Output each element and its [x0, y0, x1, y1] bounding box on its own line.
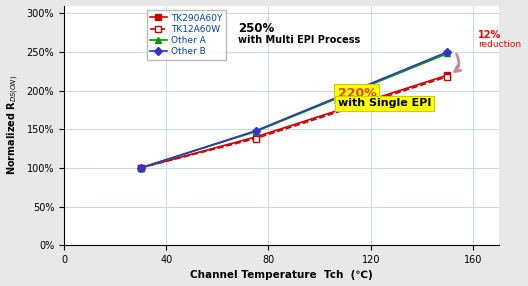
Other A [252, 130, 259, 133]
Text: with Single EPI: with Single EPI [337, 98, 431, 108]
Legend: TK290A60Y, TK12A60W, Other A, Other B: TK290A60Y, TK12A60W, Other A, Other B [147, 10, 226, 60]
TK290A60Y [252, 135, 259, 139]
Other B [137, 166, 144, 170]
Other B [252, 129, 259, 132]
Line: TK12A60W: TK12A60W [138, 74, 450, 171]
TK12A60W [252, 137, 259, 140]
TK290A60Y [444, 74, 450, 77]
Other A [444, 52, 450, 55]
Text: reduction: reduction [478, 41, 521, 49]
TK290A60Y [137, 166, 144, 170]
Y-axis label: Normalized R$_{DS(ON)}$: Normalized R$_{DS(ON)}$ [6, 75, 21, 175]
Text: 220%: 220% [337, 87, 376, 100]
Text: 12%: 12% [478, 30, 502, 40]
Text: with Multi EPI Process: with Multi EPI Process [238, 35, 360, 45]
Line: Other B: Other B [138, 49, 450, 171]
Other A [137, 166, 144, 170]
Line: Other A: Other A [138, 50, 450, 171]
X-axis label: Channel Temperature  Tch  (℃): Channel Temperature Tch (℃) [190, 271, 373, 281]
Text: 250%: 250% [238, 22, 274, 35]
Other B [444, 50, 450, 54]
Line: TK290A60Y: TK290A60Y [138, 72, 450, 171]
TK12A60W [444, 75, 450, 78]
TK12A60W [137, 166, 144, 170]
